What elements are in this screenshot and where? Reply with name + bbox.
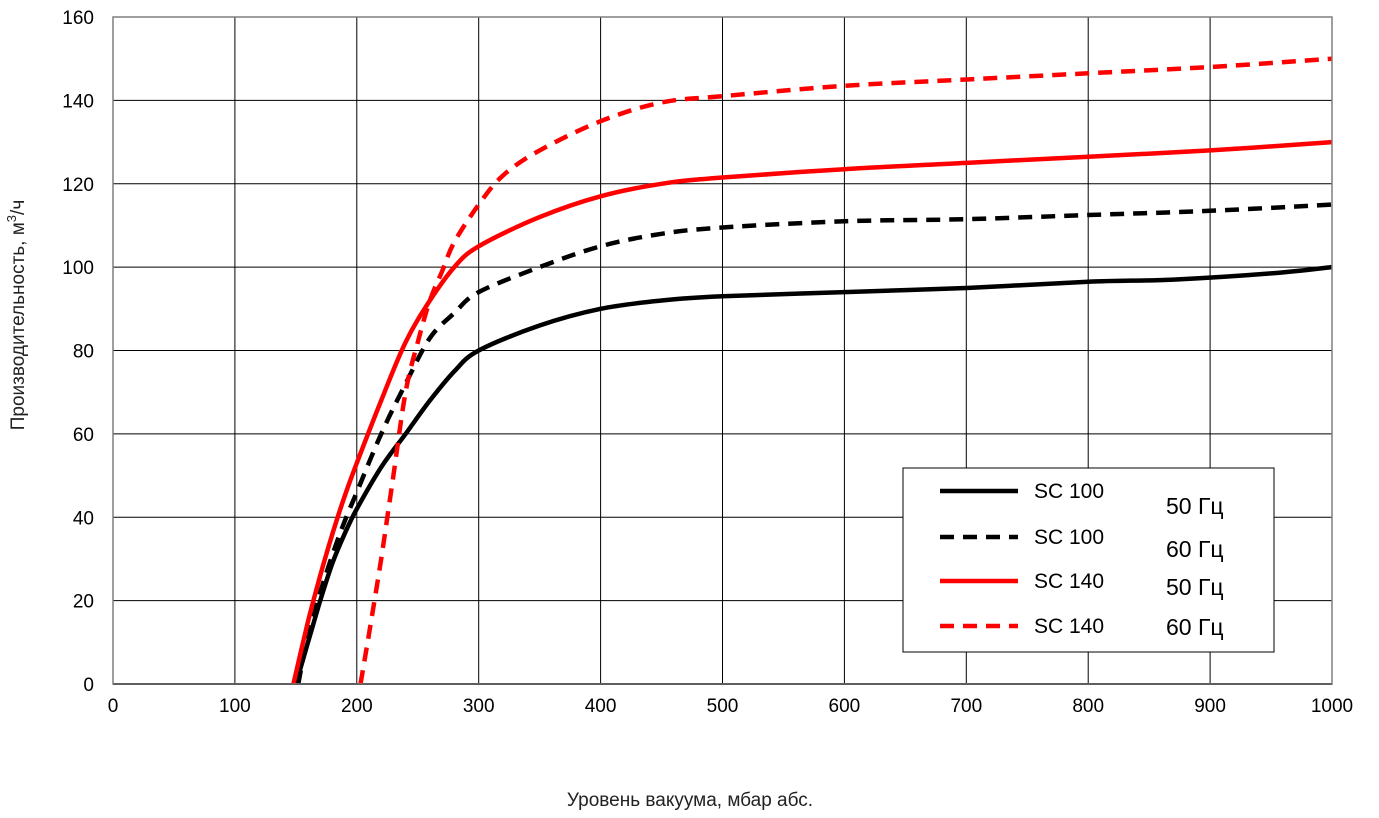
y-axis-title: Производительность, м3/ч xyxy=(4,200,29,430)
series-line-1 xyxy=(293,264,1333,685)
x-tick-label: 300 xyxy=(463,696,495,717)
legend-series-name: SC 100 xyxy=(1034,526,1104,549)
y-tick-label: 0 xyxy=(83,675,94,696)
y-tick-label: 140 xyxy=(62,91,94,112)
y-tick-label: 60 xyxy=(73,425,94,446)
y-tick-label: 40 xyxy=(73,508,94,529)
x-tick-label: 1000 xyxy=(1311,696,1353,717)
x-tick-label: 800 xyxy=(1072,696,1104,717)
legend-box xyxy=(902,467,1275,653)
legend: SC 100 50 Гц SC 100 60 Гц SC 140 50 Гц SC 140 6… xyxy=(902,467,1275,653)
legend-frequency: 50 Гц xyxy=(1166,574,1224,600)
x-tick-label: 200 xyxy=(341,696,373,717)
y-axis-title-superscript: 3 xyxy=(4,215,19,222)
x-tick-label: 500 xyxy=(707,696,739,717)
legend-frequency: 60 Гц xyxy=(1166,536,1224,562)
plot-frame xyxy=(112,16,1333,685)
tick-labels: 0 100 200 300 400 500 600 700 800 900 1000 0 20 40 60 8… xyxy=(62,8,1353,717)
plot-series xyxy=(291,56,1333,685)
x-axis-title: Уровень вакуума, мбар абс. xyxy=(567,790,813,811)
x-tick-label: 0 xyxy=(108,696,119,717)
x-tick-label: 400 xyxy=(585,696,617,717)
y-tick-label: 80 xyxy=(73,342,94,363)
x-tick-label: 100 xyxy=(219,696,251,717)
x-tick-label: 700 xyxy=(950,696,982,717)
x-tick-label: 900 xyxy=(1194,696,1226,717)
legend-series-name: SC 100 xyxy=(1034,480,1104,503)
y-tick-label: 20 xyxy=(73,592,94,613)
series-line-3 xyxy=(291,139,1333,685)
y-axis-title-main: Производительность, м xyxy=(8,222,29,430)
legend-series-name: SC 140 xyxy=(1034,615,1104,638)
legend-frequency: 60 Гц xyxy=(1166,614,1224,640)
series-line-4 xyxy=(358,56,1333,685)
y-tick-label: 120 xyxy=(62,175,94,196)
series-line-2 xyxy=(296,202,1333,685)
x-tick-label: 600 xyxy=(829,696,861,717)
y-axis-title-unit: /ч xyxy=(8,200,29,215)
y-tick-label: 100 xyxy=(62,258,94,279)
legend-frequency: 50 Гц xyxy=(1166,493,1224,519)
y-tick-label: 160 xyxy=(62,8,94,29)
legend-series-name: SC 140 xyxy=(1034,570,1104,593)
